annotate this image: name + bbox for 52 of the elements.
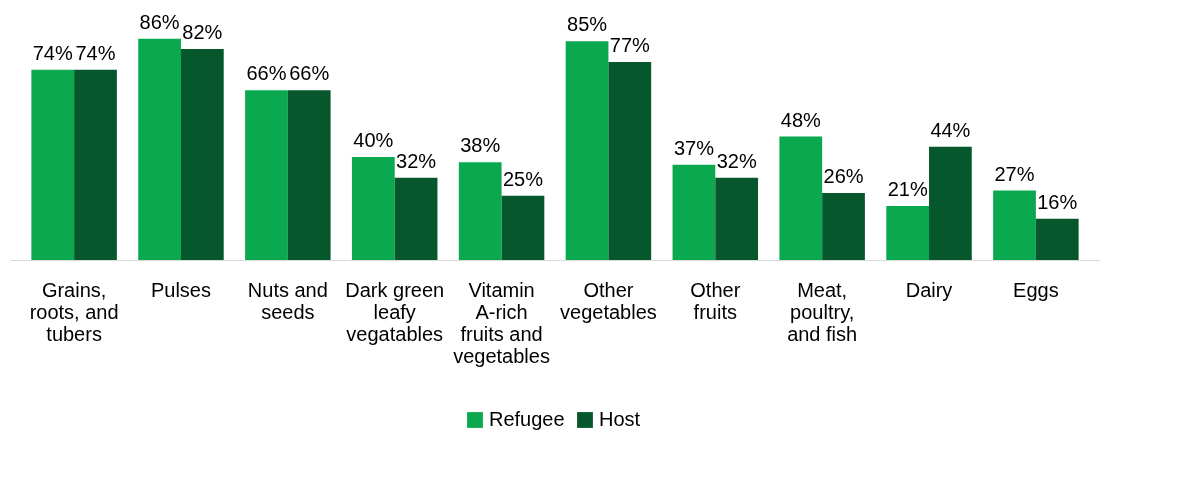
data-label: 21% <box>887 177 928 200</box>
data-label: 27% <box>994 162 1035 185</box>
x-tick-label: Other fruits <box>690 278 741 323</box>
bar <box>180 49 224 260</box>
x-tick-label: Dark green leafy vegatables <box>345 278 445 345</box>
data-label: 85% <box>567 13 608 36</box>
data-label: 32% <box>716 149 757 172</box>
bar <box>74 69 117 260</box>
data-label: 40% <box>353 129 394 152</box>
x-tick-label: Vitamin A-rich fruits and vegetables <box>453 278 550 367</box>
bar <box>351 157 395 260</box>
bar <box>287 90 331 260</box>
x-tick-label: Other vegetables <box>560 278 657 323</box>
bar <box>31 69 75 260</box>
bar <box>458 162 502 260</box>
data-label: 32% <box>396 149 437 172</box>
x-tick-label: Eggs <box>1013 278 1059 301</box>
bar <box>138 38 181 260</box>
x-tick-label: Pulses <box>150 278 211 301</box>
data-label: 48% <box>780 108 822 131</box>
data-label: 26% <box>823 165 864 188</box>
bar <box>608 61 652 260</box>
bar <box>1035 218 1079 260</box>
data-label: 37% <box>673 136 715 159</box>
bar <box>565 41 609 260</box>
x-tick-label: Dairy <box>905 278 953 301</box>
data-label: 82% <box>182 21 223 44</box>
bar <box>929 146 972 260</box>
bar <box>993 190 1036 260</box>
bar <box>672 164 716 260</box>
bar <box>394 177 438 260</box>
bar <box>501 195 545 260</box>
legend-label: Host <box>599 408 641 430</box>
data-label: 86% <box>139 10 180 33</box>
x-tick-label: Meat, poultry, and fish <box>787 278 858 345</box>
bar <box>715 177 759 260</box>
data-label: 16% <box>1037 190 1078 213</box>
bar <box>245 90 288 260</box>
bar <box>779 136 823 260</box>
data-label: 66% <box>246 62 287 85</box>
data-label: 74% <box>32 41 73 64</box>
data-label: 25% <box>502 167 544 190</box>
bar <box>822 193 865 260</box>
data-label: 44% <box>930 118 971 141</box>
data-label: 77% <box>609 33 651 56</box>
x-tick-label: Grains, roots, and tubers <box>29 278 119 345</box>
data-label: 74% <box>75 41 116 64</box>
x-tick-label: Nuts and seeds <box>247 278 328 323</box>
data-label: 66% <box>289 62 330 85</box>
bar <box>886 205 930 260</box>
legend-label: Refugee <box>489 408 565 430</box>
data-label: 38% <box>460 134 501 157</box>
